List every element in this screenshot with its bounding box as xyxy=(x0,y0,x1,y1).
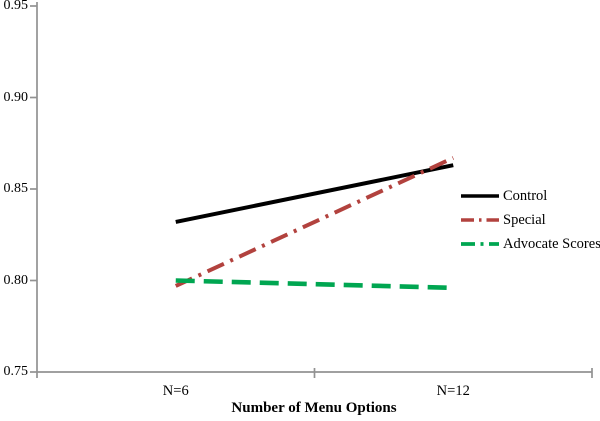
x-axis-tick-label: N=12 xyxy=(436,383,470,399)
legend-item-special: Special xyxy=(460,208,600,232)
legend-label-control: Control xyxy=(503,187,548,204)
legend-item-advocate-scores: Advocate Scores xyxy=(460,232,600,256)
series-line-control xyxy=(175,163,454,224)
special-line-icon xyxy=(461,218,499,222)
y-axis-tick-label: 0.95 xyxy=(3,0,29,13)
x-axis-title: Number of Menu Options xyxy=(231,400,397,416)
legend: Control Special Advocate Scores xyxy=(460,184,600,256)
legend-item-control: Control xyxy=(460,184,600,208)
legend-label-advocate-scores: Advocate Scores xyxy=(503,235,600,252)
y-axis-tick-label: 0.80 xyxy=(3,272,29,288)
advocate-scores-line-icon xyxy=(461,242,499,246)
control-line-icon xyxy=(461,194,499,198)
x-axis-tick-label: N=6 xyxy=(162,383,189,399)
y-axis-tick-label: 0.90 xyxy=(3,89,29,105)
series-line-special xyxy=(174,156,455,288)
legend-label-special: Special xyxy=(503,211,546,228)
y-axis-tick-label: 0.75 xyxy=(3,364,29,379)
series-line-advocate-scores xyxy=(175,278,454,291)
y-axis-tick-label: 0.85 xyxy=(3,181,29,196)
